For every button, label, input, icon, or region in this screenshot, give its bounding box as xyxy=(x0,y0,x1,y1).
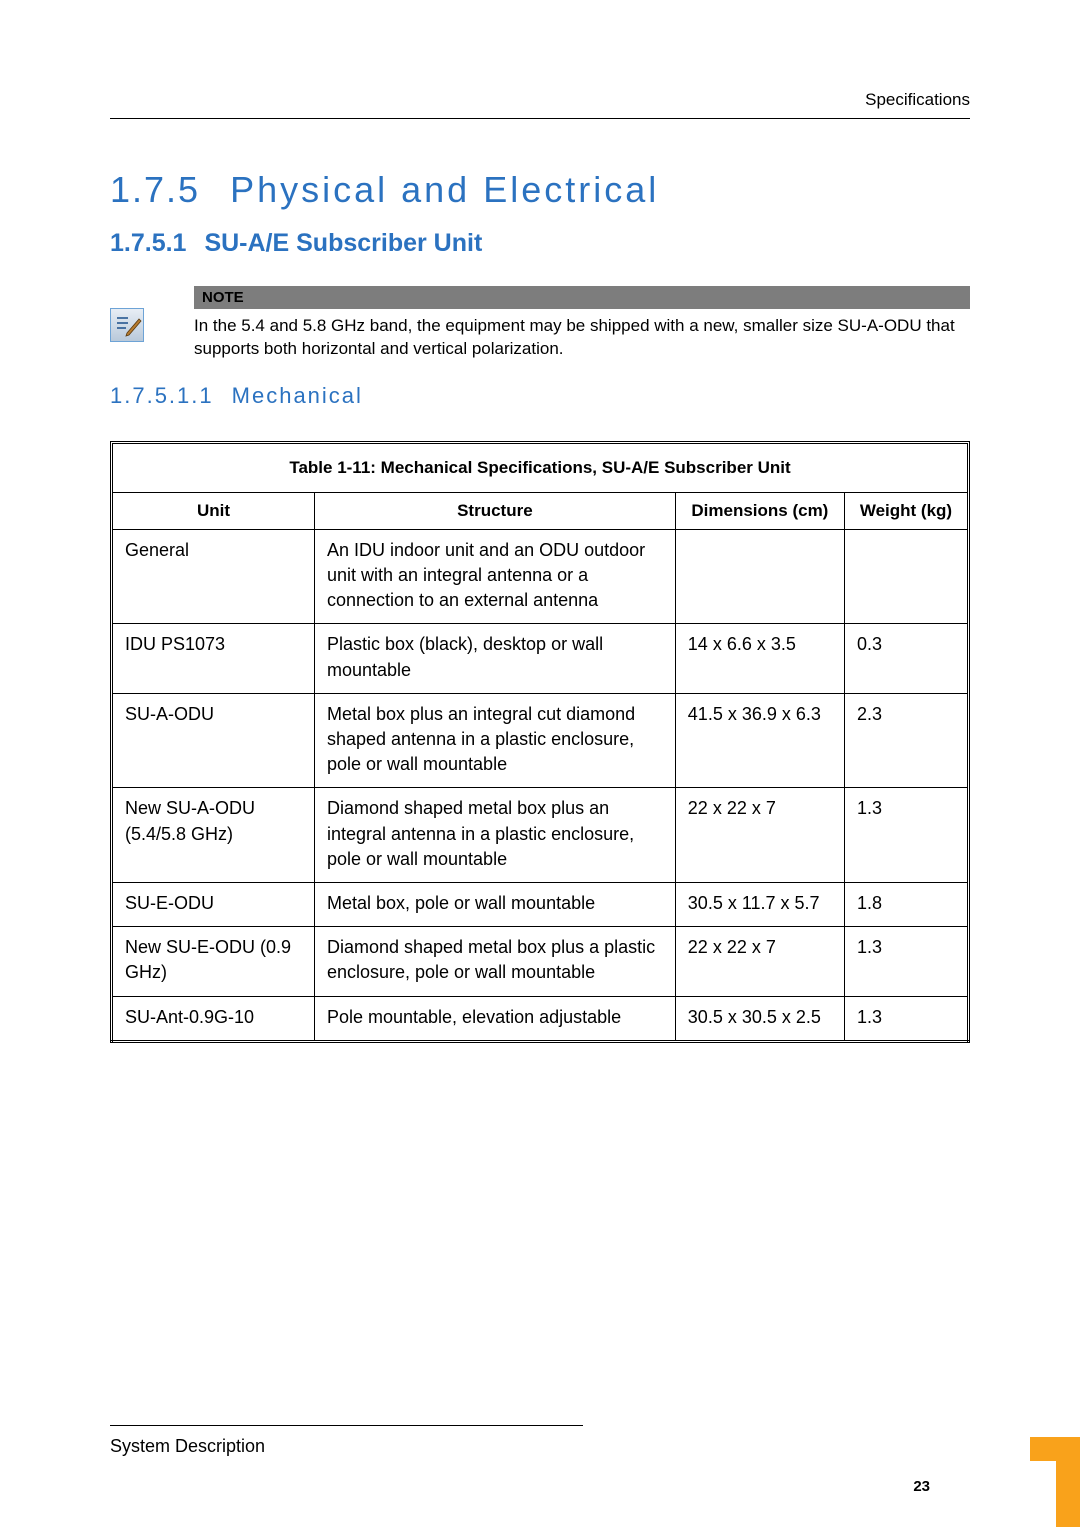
th-dimensions: Dimensions (cm) xyxy=(675,492,844,529)
page-number: 23 xyxy=(913,1478,930,1495)
table-caption: Table 1-11: Mechanical Specifications, S… xyxy=(110,441,970,492)
th-unit: Unit xyxy=(112,492,315,529)
subsection-title: SU-A/E Subscriber Unit xyxy=(204,229,482,257)
section-number: 1.7.5 xyxy=(110,169,200,211)
cell-weight: 2.3 xyxy=(844,693,968,788)
th-weight: Weight (kg) xyxy=(844,492,968,529)
section-title: Physical and Electrical xyxy=(230,169,659,210)
cell-unit: General xyxy=(112,529,315,624)
table-row: SU-E-ODU Metal box, pole or wall mountab… xyxy=(112,882,969,926)
cell-structure: Diamond shaped metal box plus an integra… xyxy=(314,788,675,883)
table-header-row: Unit Structure Dimensions (cm) Weight (k… xyxy=(112,492,969,529)
cell-weight: 1.3 xyxy=(844,996,968,1041)
th-structure: Structure xyxy=(314,492,675,529)
cell-unit: SU-E-ODU xyxy=(112,882,315,926)
cell-dimensions: 22 x 22 x 7 xyxy=(675,788,844,883)
cell-structure: Pole mountable, elevation adjustable xyxy=(314,996,675,1041)
cell-dimensions: 30.5 x 11.7 x 5.7 xyxy=(675,882,844,926)
footer: System Description 23 xyxy=(110,1425,970,1457)
cell-weight xyxy=(844,529,968,624)
cell-dimensions: 14 x 6.6 x 3.5 xyxy=(675,624,844,693)
table-row: SU-A-ODU Metal box plus an integral cut … xyxy=(112,693,969,788)
subsection-number: 1.7.5.1 xyxy=(110,229,186,258)
cell-structure: Metal box plus an integral cut diamond s… xyxy=(314,693,675,788)
cell-unit: New SU-A-ODU (5.4/5.8 GHz) xyxy=(112,788,315,883)
cell-dimensions xyxy=(675,529,844,624)
note-text: In the 5.4 and 5.8 GHz band, the equipme… xyxy=(194,309,970,361)
section-heading: 1.7.5 Physical and Electrical xyxy=(110,169,970,211)
cell-structure: Metal box, pole or wall mountable xyxy=(314,882,675,926)
header-label: Specifications xyxy=(110,90,970,119)
subsubsection-heading: 1.7.5.1.1 Mechanical xyxy=(110,383,970,409)
table-row: SU-Ant-0.9G-10 Pole mountable, elevation… xyxy=(112,996,969,1041)
cell-dimensions: 30.5 x 30.5 x 2.5 xyxy=(675,996,844,1041)
cell-structure: Diamond shaped metal box plus a plastic … xyxy=(314,927,675,996)
note-icon xyxy=(110,308,144,342)
cell-weight: 0.3 xyxy=(844,624,968,693)
table-row: New SU-A-ODU (5.4/5.8 GHz) Diamond shape… xyxy=(112,788,969,883)
table-row: General An IDU indoor unit and an ODU ou… xyxy=(112,529,969,624)
cell-weight: 1.3 xyxy=(844,927,968,996)
footer-left: System Description xyxy=(110,1436,265,1457)
subsubsection-number: 1.7.5.1.1 xyxy=(110,383,214,409)
page: Specifications 1.7.5 Physical and Electri… xyxy=(0,0,1080,1527)
note-body: NOTE In the 5.4 and 5.8 GHz band, the eq… xyxy=(194,286,970,361)
subsection-heading: 1.7.5.1 SU-A/E Subscriber Unit xyxy=(110,229,970,258)
table-row: New SU-E-ODU (0.9 GHz) Diamond shaped me… xyxy=(112,927,969,996)
note-label: NOTE xyxy=(194,286,970,309)
cell-unit: IDU PS1073 xyxy=(112,624,315,693)
corner-accent xyxy=(1000,1437,1080,1527)
cell-unit: SU-Ant-0.9G-10 xyxy=(112,996,315,1041)
note-block: NOTE In the 5.4 and 5.8 GHz band, the eq… xyxy=(110,286,970,361)
cell-dimensions: 41.5 x 36.9 x 6.3 xyxy=(675,693,844,788)
cell-structure: Plastic box (black), desktop or wall mou… xyxy=(314,624,675,693)
table-row: IDU PS1073 Plastic box (black), desktop … xyxy=(112,624,969,693)
subsubsection-title: Mechanical xyxy=(232,383,363,408)
cell-weight: 1.3 xyxy=(844,788,968,883)
cell-dimensions: 22 x 22 x 7 xyxy=(675,927,844,996)
spec-table: Table 1-11: Mechanical Specifications, S… xyxy=(110,441,970,1043)
cell-weight: 1.8 xyxy=(844,882,968,926)
cell-unit: New SU-E-ODU (0.9 GHz) xyxy=(112,927,315,996)
cell-unit: SU-A-ODU xyxy=(112,693,315,788)
cell-structure: An IDU indoor unit and an ODU outdoor un… xyxy=(314,529,675,624)
footer-rule xyxy=(110,1425,583,1426)
